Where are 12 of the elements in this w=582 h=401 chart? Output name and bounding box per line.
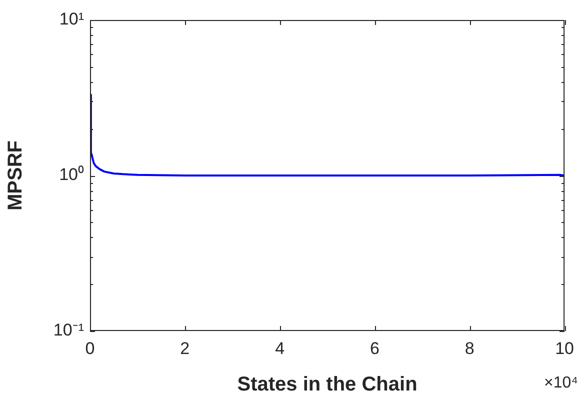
x-tick-label: 2 [180,338,190,358]
y-tick-label: 10⁻¹ [53,320,84,340]
y-axis-title: MPSRF [4,140,27,210]
y-tick-label: 10⁰ [59,165,84,184]
x-tick-label: 6 [370,338,380,358]
x-tick-label: 10 [555,338,574,358]
text: ×10⁴ [544,374,578,392]
x-axis-title: States in the Chain [237,374,418,396]
x-tick-label: 4 [275,338,285,358]
y-tick-label: 10¹ [59,10,84,29]
x-tick-label: 8 [464,338,474,358]
x-tick-label: 0 [85,338,95,358]
